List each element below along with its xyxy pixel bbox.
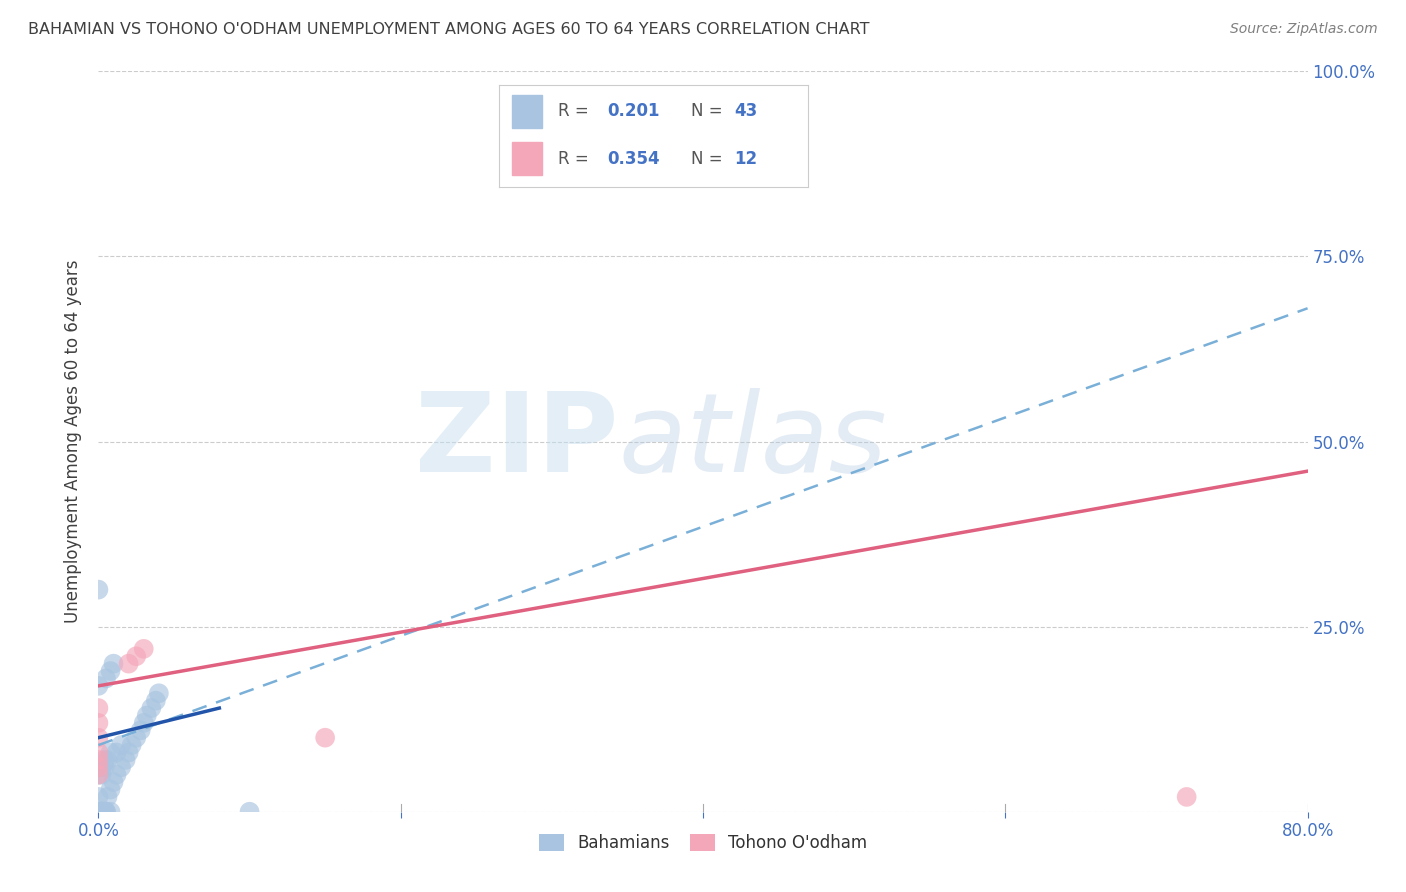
Bar (512, 95, 543, 128)
Point (132, 715, 155, 730)
Point (100, 782, 122, 797)
Point (89, 805, 111, 819)
Text: N =: N = (690, 103, 728, 120)
Point (87, 789, 110, 804)
Point (103, 657, 125, 671)
Point (90, 767, 112, 781)
Point (93, 805, 115, 819)
Text: atlas: atlas (619, 388, 887, 495)
Text: 12: 12 (734, 150, 758, 168)
Point (118, 657, 141, 671)
Point (94, 672, 117, 686)
Point (121, 738, 143, 752)
Point (103, 775, 125, 789)
Point (90, 760, 112, 774)
Point (93, 753, 115, 767)
Point (87, 715, 110, 730)
Point (239, 805, 262, 819)
Point (87, 679, 110, 693)
Point (141, 701, 163, 715)
Point (100, 746, 122, 760)
Point (87, 746, 110, 760)
Point (87, 767, 110, 781)
Point (90, 805, 112, 819)
Point (96, 753, 118, 767)
Point (89, 805, 111, 819)
Point (100, 805, 122, 819)
Text: Source: ZipAtlas.com: Source: ZipAtlas.com (1230, 22, 1378, 37)
Point (132, 641, 155, 656)
Y-axis label: Unemployment Among Ages 60 to 64 years: Unemployment Among Ages 60 to 64 years (65, 260, 83, 624)
Point (87, 731, 110, 745)
Point (1175, 789, 1198, 804)
Point (314, 731, 336, 745)
Text: N =: N = (690, 150, 728, 168)
Text: 43: 43 (734, 103, 758, 120)
Point (100, 664, 122, 678)
Point (114, 753, 136, 767)
Point (105, 746, 128, 760)
Point (90, 805, 112, 819)
Point (94, 805, 117, 819)
Text: ZIP: ZIP (415, 388, 619, 495)
Point (87, 582, 110, 597)
Legend: Bahamians, Tohono O'odham: Bahamians, Tohono O'odham (533, 828, 873, 859)
Text: 0.201: 0.201 (607, 103, 659, 120)
Point (87, 753, 110, 767)
Text: 0.354: 0.354 (607, 150, 659, 168)
Point (118, 746, 141, 760)
Point (87, 760, 110, 774)
Point (125, 731, 148, 745)
Point (91, 805, 114, 819)
Point (93, 760, 115, 774)
Point (87, 701, 110, 715)
Text: R =: R = (558, 150, 593, 168)
Point (129, 723, 152, 738)
Point (110, 760, 132, 774)
Point (94, 805, 117, 819)
Point (87, 805, 110, 819)
Point (110, 738, 132, 752)
Point (135, 708, 157, 723)
Point (148, 686, 170, 700)
Bar (512, 142, 543, 175)
Point (96, 789, 118, 804)
Point (105, 767, 128, 781)
Point (87, 805, 110, 819)
Text: R =: R = (558, 103, 593, 120)
Text: BAHAMIAN VS TOHONO O'ODHAM UNEMPLOYMENT AMONG AGES 60 TO 64 YEARS CORRELATION CH: BAHAMIAN VS TOHONO O'ODHAM UNEMPLOYMENT … (28, 22, 870, 37)
Point (125, 649, 148, 664)
Point (91, 805, 114, 819)
Point (145, 694, 167, 708)
Point (87, 767, 110, 781)
